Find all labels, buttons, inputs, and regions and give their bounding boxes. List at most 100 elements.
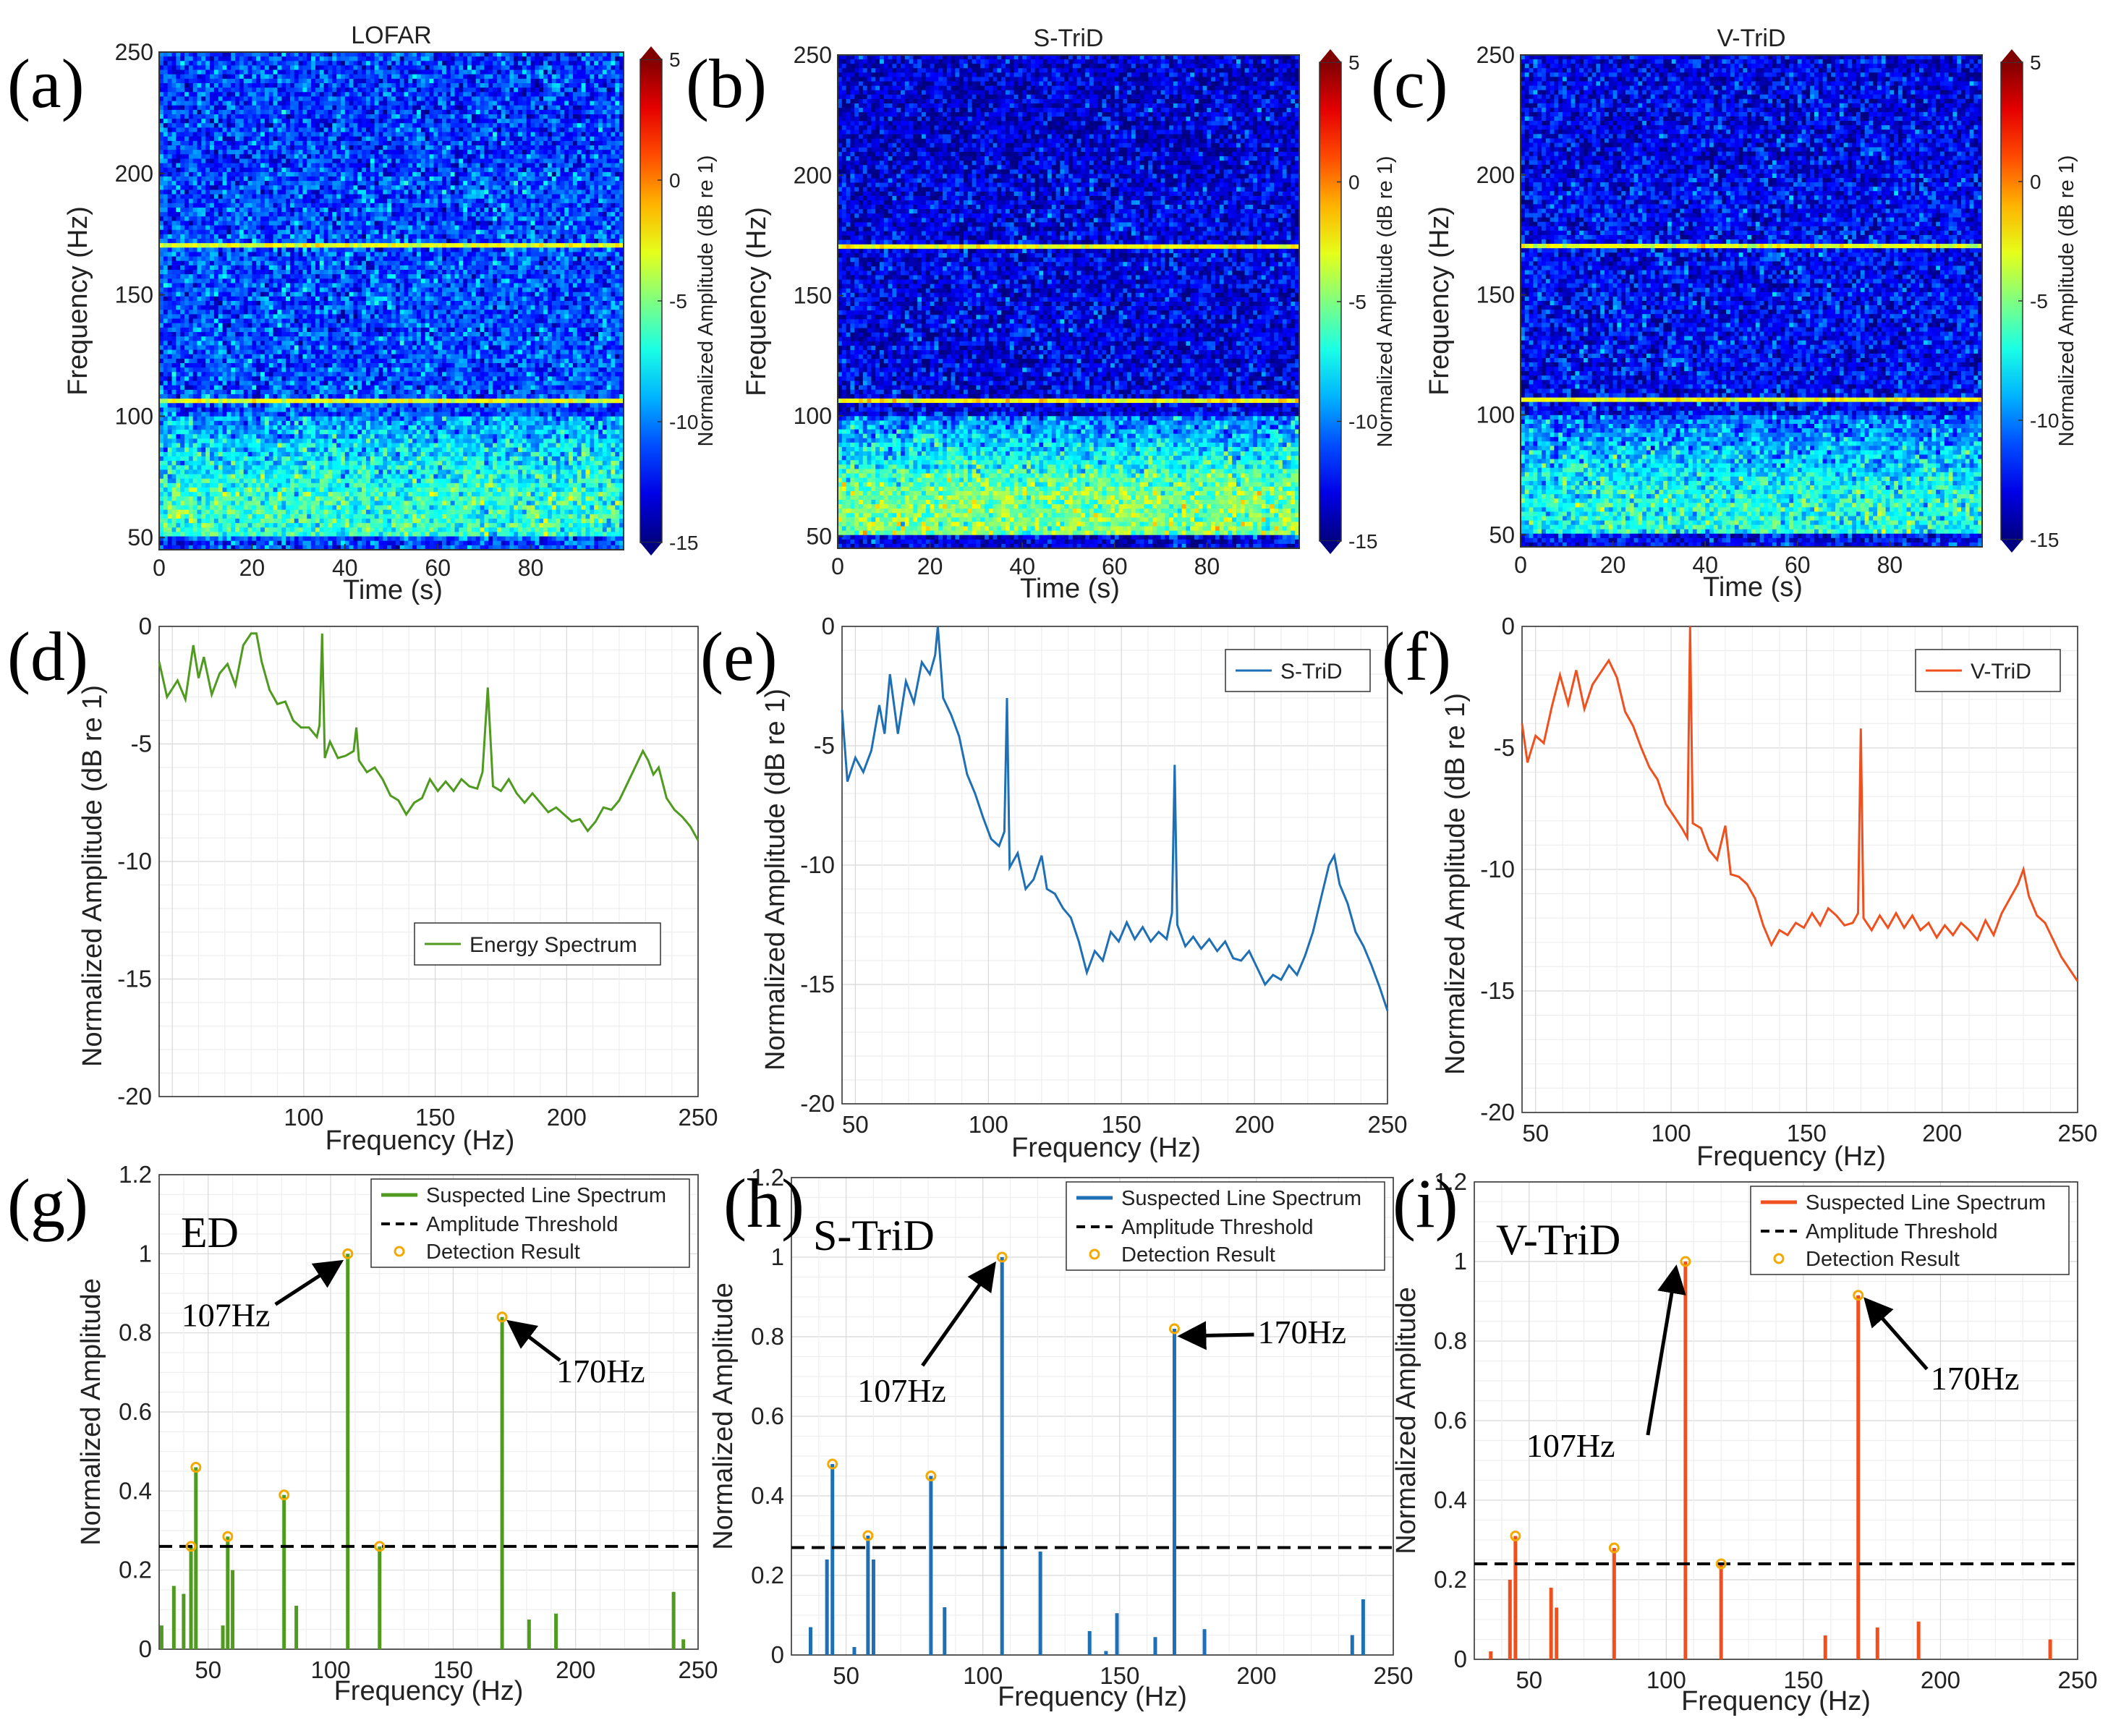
- heatmap-cell: [235, 78, 240, 84]
- heatmap-cell: [594, 176, 599, 182]
- heatmap-cell: [429, 158, 434, 164]
- heatmap-cell: [530, 185, 536, 191]
- heatmap-cell: [374, 221, 380, 226]
- heatmap-cell: [176, 221, 181, 226]
- heatmap-cell: [420, 234, 426, 239]
- heatmap-cell: [420, 114, 426, 119]
- heatmap-cell: [420, 109, 426, 115]
- heatmap-cell: [467, 140, 472, 146]
- heatmap-cell: [611, 234, 616, 239]
- heatmap-cell: [572, 208, 578, 213]
- heatmap-cell: [518, 158, 523, 164]
- heatmap-cell: [496, 78, 502, 84]
- heatmap-cell: [159, 145, 164, 150]
- heatmap-cell: [433, 203, 438, 208]
- heatmap-cell: [159, 61, 164, 67]
- heatmap-cell: [222, 101, 227, 106]
- heatmap-cell: [420, 185, 426, 191]
- heatmap-cell: [383, 96, 388, 102]
- heatmap-cell: [205, 185, 211, 191]
- heatmap-cell: [438, 109, 443, 115]
- heatmap-cell: [417, 140, 422, 146]
- heatmap-cell: [590, 234, 595, 239]
- heatmap-cell: [231, 163, 236, 169]
- heatmap-cell: [365, 212, 371, 217]
- heatmap-cell: [247, 181, 252, 186]
- heatmap-cell: [226, 123, 231, 129]
- heatmap-cell: [594, 114, 599, 119]
- heatmap-cell: [323, 221, 329, 226]
- heatmap-cell: [222, 252, 227, 258]
- heatmap-cell: [467, 101, 472, 106]
- heatmap-cell: [564, 78, 569, 84]
- heatmap-cell: [543, 105, 548, 111]
- heatmap-cell: [340, 181, 346, 186]
- heatmap-cell: [273, 119, 279, 124]
- heatmap-cell: [192, 150, 198, 155]
- heatmap-cell: [192, 78, 198, 84]
- heatmap-cell: [569, 167, 574, 173]
- heatmap-cell: [235, 114, 240, 119]
- heatmap-cell: [619, 83, 624, 88]
- heatmap-cell: [560, 167, 565, 173]
- heatmap-cell: [488, 150, 493, 155]
- heatmap-cell: [349, 92, 354, 98]
- heatmap-cell: [332, 96, 337, 102]
- heatmap-cell: [294, 158, 299, 164]
- heatmap-cell: [218, 208, 224, 213]
- heatmap-cell: [395, 154, 401, 160]
- heatmap-cell: [433, 225, 438, 231]
- heatmap-cell: [450, 181, 456, 186]
- heatmap-cell: [518, 78, 523, 84]
- heatmap-cell: [535, 78, 540, 84]
- heatmap-cell: [417, 239, 422, 244]
- heatmap-cell: [577, 154, 582, 160]
- heatmap-cell: [488, 123, 493, 129]
- heatmap-cell: [399, 185, 405, 191]
- heatmap-cell: [260, 154, 265, 160]
- heatmap-cell: [210, 78, 215, 84]
- heatmap-cell: [167, 185, 173, 191]
- heatmap-cell: [577, 96, 582, 102]
- heatmap-cell: [514, 203, 519, 208]
- heatmap-cell: [332, 216, 337, 222]
- heatmap-cell: [171, 203, 177, 208]
- heatmap-cell: [264, 216, 270, 222]
- heatmap-cell: [590, 163, 595, 169]
- heatmap-cell: [581, 181, 587, 186]
- heatmap-cell: [264, 61, 270, 67]
- heatmap-cell: [213, 132, 219, 137]
- heatmap-cell: [256, 154, 261, 160]
- heatmap-cell: [277, 52, 282, 57]
- heatmap-cell: [514, 171, 519, 177]
- heatmap-cell: [391, 167, 396, 173]
- heatmap-cell: [247, 225, 252, 231]
- heatmap-cell: [365, 203, 371, 208]
- heatmap-cell: [493, 216, 498, 222]
- heatmap-cell: [480, 105, 485, 111]
- heatmap-cell: [433, 216, 438, 222]
- heatmap-cell: [167, 216, 173, 222]
- heatmap-cell: [298, 101, 304, 106]
- heatmap-cell: [602, 52, 608, 57]
- heatmap-cell: [362, 145, 367, 150]
- heatmap-cell: [551, 92, 557, 98]
- heatmap-cell: [353, 127, 358, 133]
- heatmap-cell: [615, 127, 620, 133]
- heatmap-cell: [429, 96, 434, 102]
- heatmap-cell: [163, 119, 169, 124]
- heatmap-cell: [391, 176, 396, 182]
- heatmap-cell: [340, 212, 346, 217]
- heatmap-cell: [590, 114, 595, 119]
- heatmap-cell: [509, 225, 514, 231]
- heatmap-cell: [213, 198, 219, 204]
- heatmap-cell: [572, 212, 578, 217]
- heatmap-cell: [425, 198, 430, 204]
- heatmap-cell: [556, 229, 561, 235]
- heatmap-cell: [539, 127, 544, 133]
- heatmap-cell: [547, 247, 553, 253]
- heatmap-cell: [564, 203, 569, 208]
- heatmap-cell: [218, 163, 224, 169]
- heatmap-cell: [395, 208, 401, 213]
- heatmap-cell: [602, 65, 608, 71]
